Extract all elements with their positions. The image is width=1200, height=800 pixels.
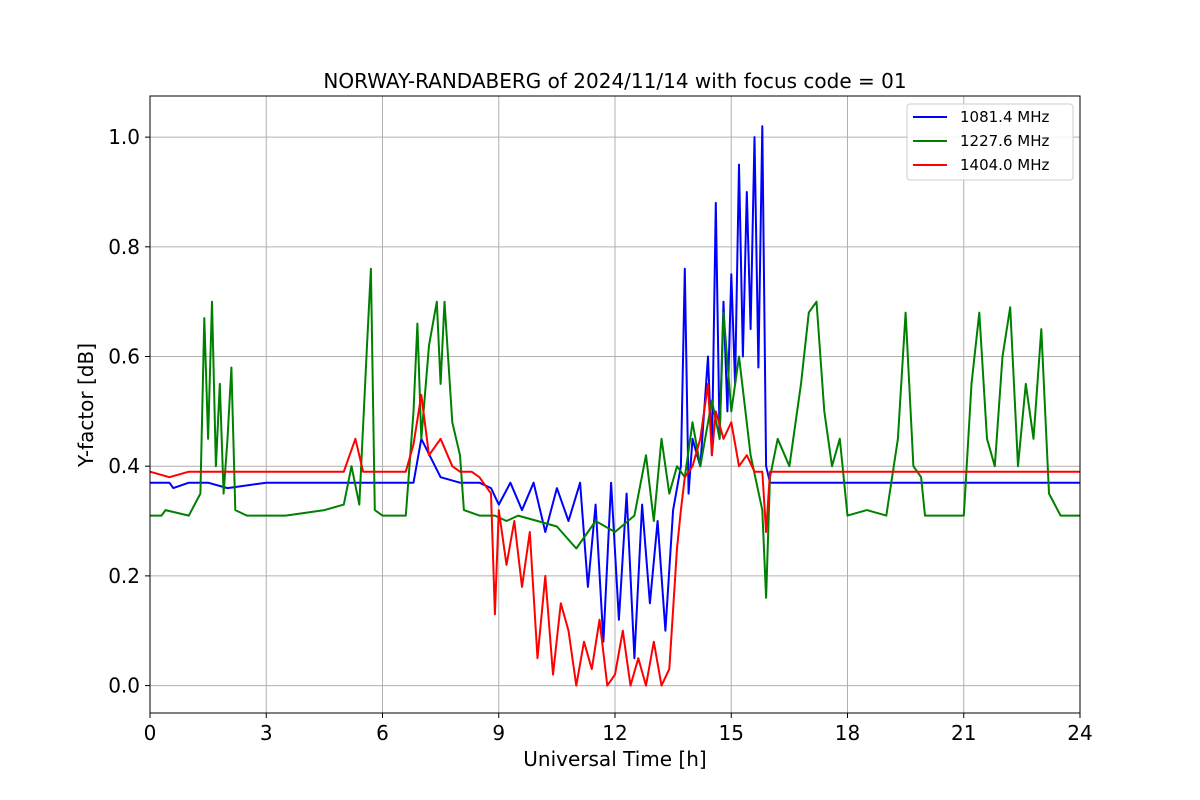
legend-label: 1227.6 MHz [960,132,1049,150]
x-tick-label: 12 [602,721,627,745]
y-tick-label: 1.0 [108,125,140,149]
legend-entries: 1081.4 MHz 1227.6 MHz 1404.0 MHz [913,108,1049,174]
y-tick-label: 0.4 [108,454,140,478]
y-axis-ticks: 0.0 0.2 0.4 0.6 0.8 1.0 [108,125,150,698]
y-tick-label: 0.8 [108,235,140,259]
y-tick-label: 0.2 [108,564,140,588]
legend-box [906,103,1074,181]
x-tick-label: 18 [835,721,860,745]
x-axis-ticks: 0 3 6 9 12 15 18 21 24 [144,713,1093,745]
x-tick-label: 24 [1067,721,1092,745]
x-tick-label: 3 [260,721,273,745]
y-tick-label: 0.0 [108,674,140,698]
x-axis-label: Universal Time [h] [523,747,706,771]
x-tick-label: 6 [376,721,389,745]
legend-label: 1404.0 MHz [960,156,1049,174]
series-line-1 [150,267,1080,599]
x-tick-label: 9 [492,721,505,745]
y-axis-label: Y-factor [dB] [74,343,98,468]
series-line-2 [149,382,1080,687]
x-tick-label: 21 [951,721,976,745]
y-tick-label: 0.6 [108,345,140,369]
legend-label: 1081.4 MHz [960,108,1049,126]
series-lines [149,125,1080,687]
legend: 1081.4 MHz 1227.6 MHz 1404.0 MHz [906,103,1074,181]
x-tick-label: 0 [144,721,157,745]
chart-title: NORWAY-RANDABERG of 2024/11/14 with focu… [323,69,906,93]
x-tick-label: 15 [719,721,744,745]
